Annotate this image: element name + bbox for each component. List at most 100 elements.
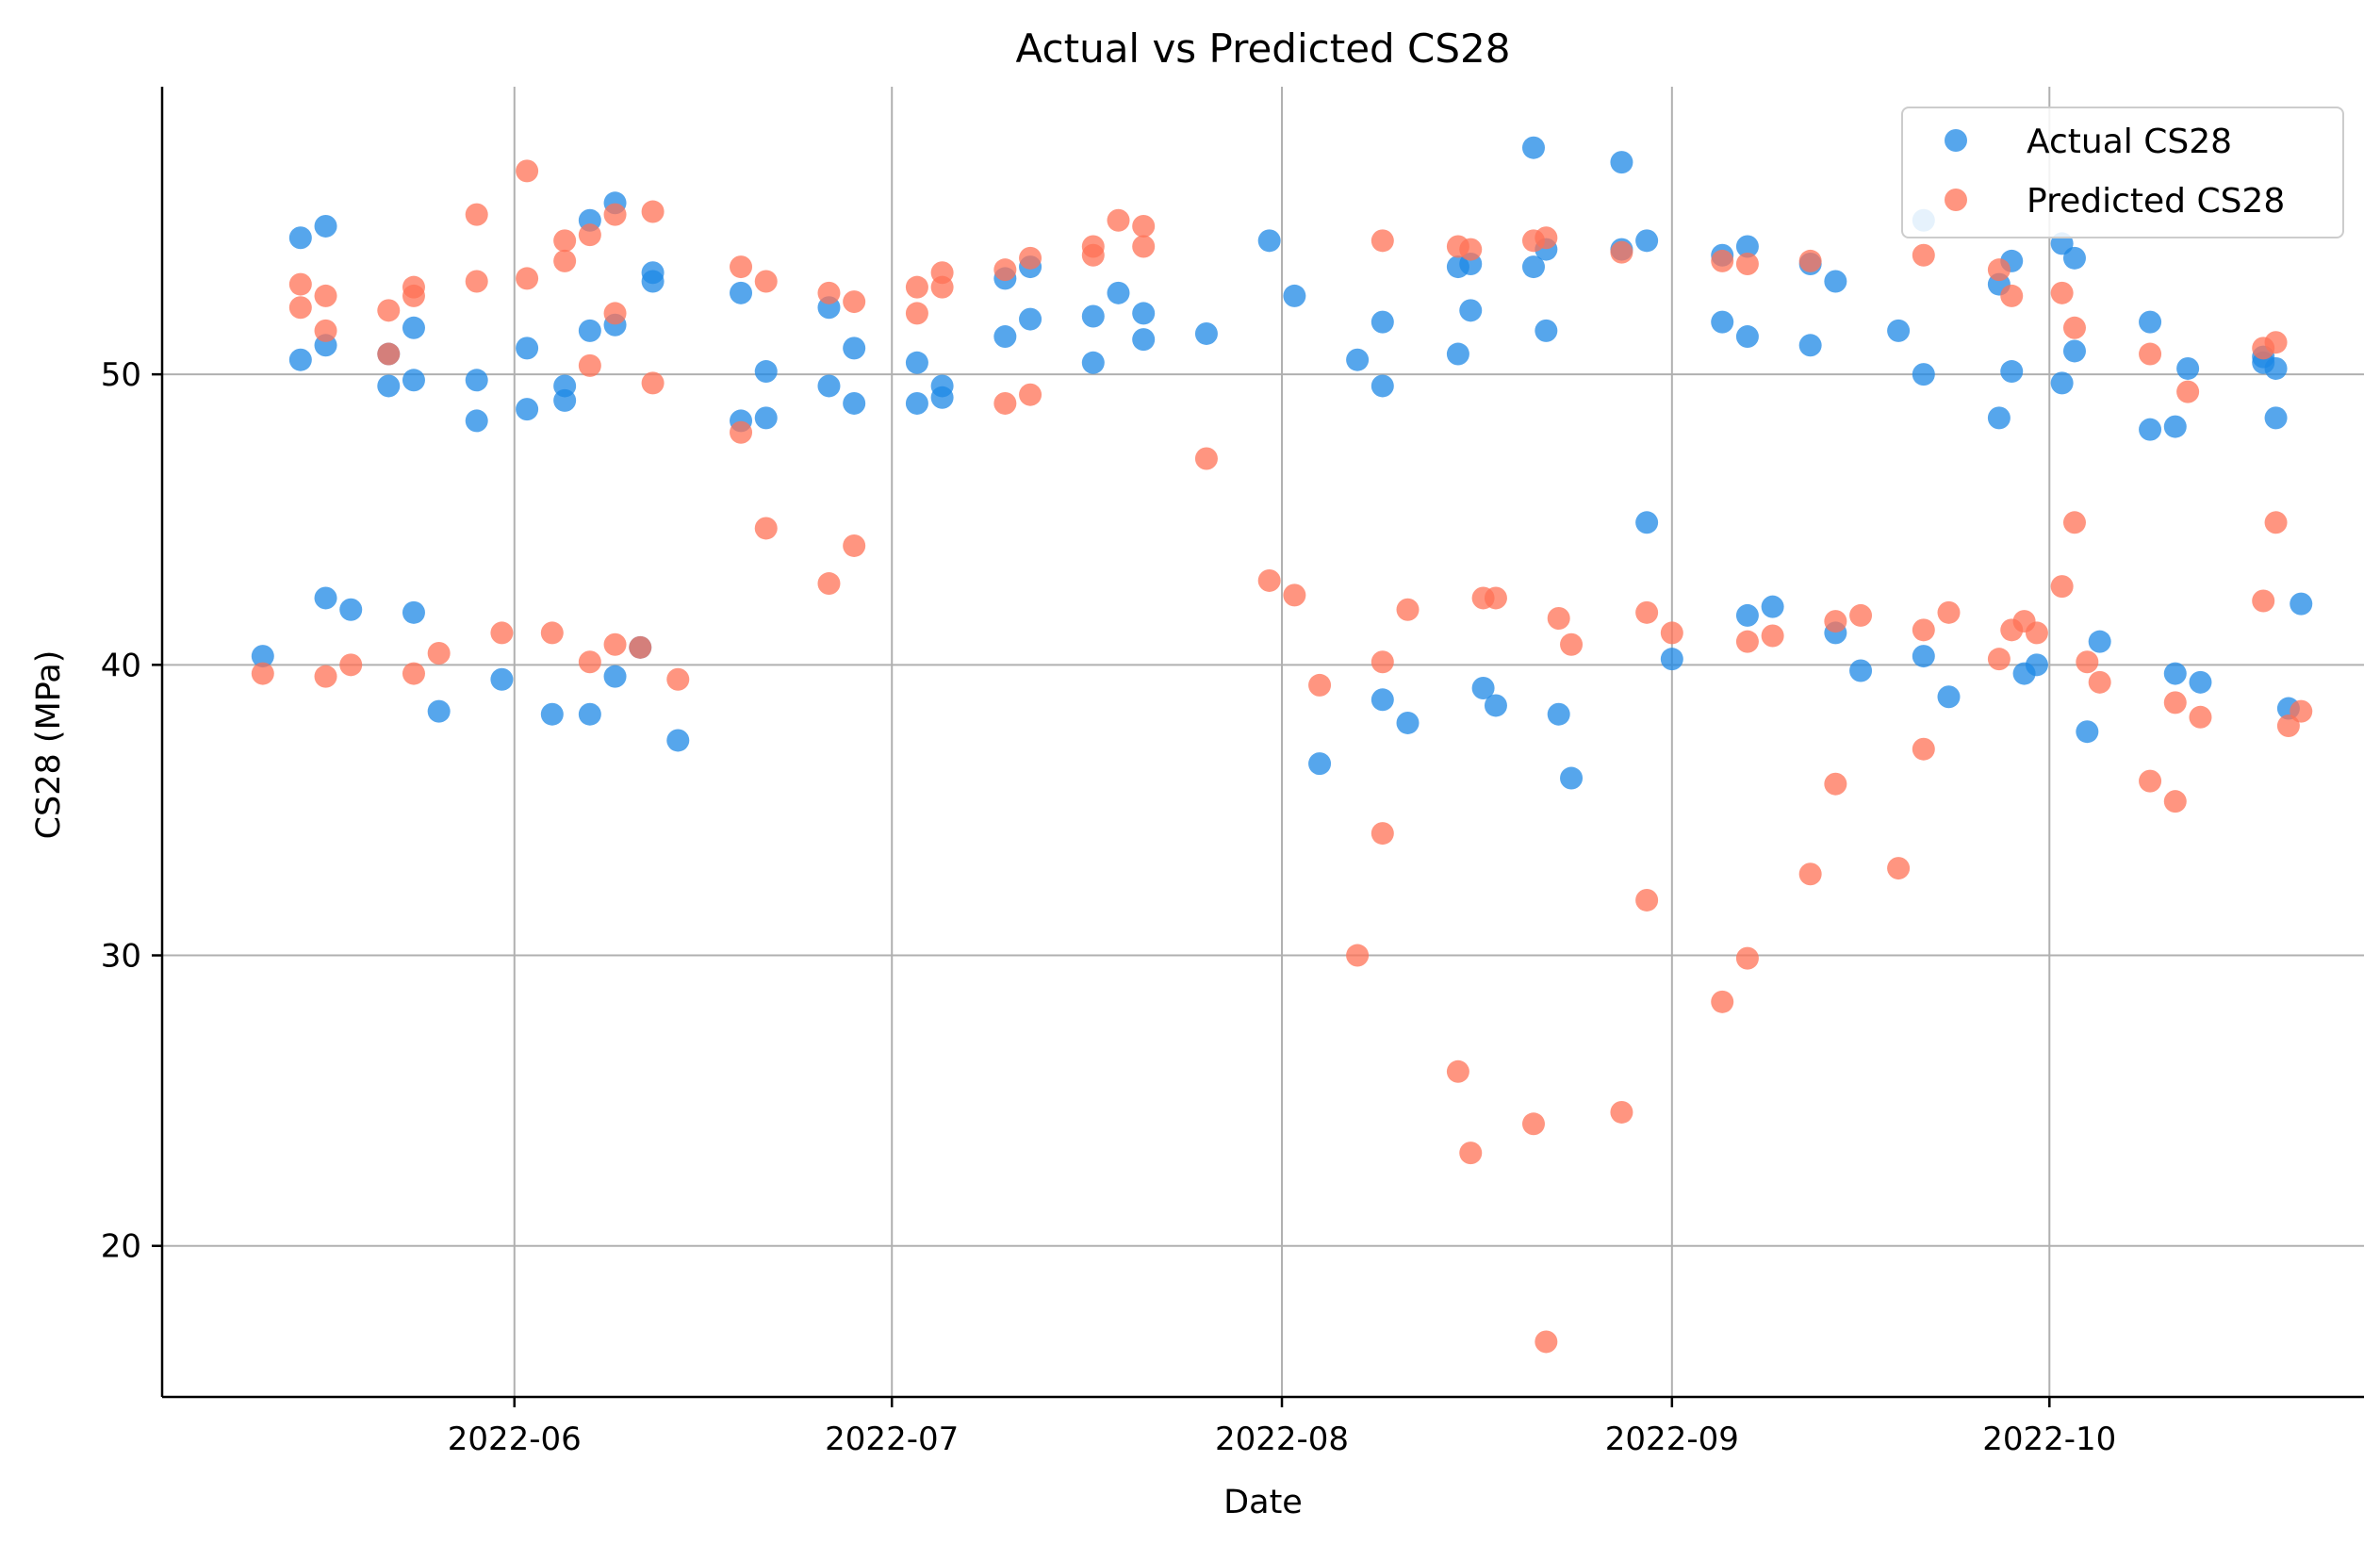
- predicted-point: [603, 203, 627, 226]
- actual-point: [2163, 415, 2187, 438]
- predicted-point: [1711, 249, 1734, 272]
- actual-point: [754, 406, 778, 430]
- actual-point: [2290, 592, 2313, 616]
- actual-point: [603, 665, 627, 688]
- actual-point: [2000, 360, 2024, 384]
- actual-point: [1912, 363, 1935, 386]
- predicted-point: [2252, 589, 2275, 613]
- actual-point: [2062, 339, 2086, 363]
- predicted-point: [1937, 600, 1961, 624]
- legend-box: [1901, 107, 2344, 238]
- predicted-point: [2290, 699, 2313, 723]
- actual-point: [402, 316, 425, 339]
- predicted-point: [930, 275, 954, 299]
- actual-point: [1937, 685, 1961, 709]
- predicted-point: [2076, 650, 2099, 674]
- predicted-point: [402, 284, 425, 307]
- actual-point: [1194, 321, 1218, 345]
- actual-point: [516, 398, 539, 421]
- actual-point: [843, 337, 866, 360]
- predicted-point: [1660, 621, 1683, 645]
- legend-marker-actual: [1945, 129, 1967, 152]
- predicted-point: [1257, 568, 1281, 592]
- actual-point: [251, 645, 274, 668]
- legend-marker-predicted: [1945, 189, 1967, 211]
- predicted-point: [2189, 705, 2212, 729]
- predicted-point: [1132, 214, 1156, 238]
- actual-point: [2076, 720, 2099, 744]
- data-points: [251, 136, 2313, 1354]
- predicted-point: [1081, 243, 1105, 267]
- predicted-point: [578, 650, 601, 674]
- predicted-point: [817, 281, 841, 304]
- predicted-point: [2025, 621, 2048, 645]
- predicted-point: [754, 517, 778, 540]
- predicted-point: [1132, 235, 1156, 258]
- actual-point: [1081, 351, 1105, 374]
- actual-point: [1711, 310, 1734, 334]
- actual-point: [578, 702, 601, 726]
- predicted-point: [2139, 769, 2162, 793]
- actual-point: [314, 586, 337, 610]
- legend: Actual CS28 Predicted CS28: [1901, 107, 2344, 238]
- predicted-point: [2163, 691, 2187, 715]
- predicted-point: [553, 249, 577, 272]
- actual-point: [314, 214, 337, 238]
- predicted-point: [2050, 575, 2074, 599]
- actual-point: [1535, 319, 1558, 342]
- actual-point: [490, 667, 514, 691]
- predicted-point: [1761, 624, 1784, 648]
- series-predicted: [251, 159, 2313, 1354]
- predicted-point: [1396, 598, 1420, 621]
- predicted-point: [288, 296, 312, 320]
- predicted-point: [641, 371, 665, 395]
- actual-point: [2264, 356, 2288, 380]
- predicted-point: [1346, 944, 1370, 967]
- y-axis-title: CS28 (MPa): [30, 650, 68, 840]
- predicted-point: [1019, 383, 1042, 406]
- actual-point: [1484, 694, 1507, 717]
- actual-point: [754, 360, 778, 384]
- actual-point: [1912, 645, 1935, 668]
- predicted-point: [2139, 342, 2162, 366]
- predicted-point: [1459, 238, 1483, 261]
- predicted-point: [1019, 246, 1042, 270]
- predicted-point: [905, 275, 928, 299]
- predicted-point: [339, 653, 363, 677]
- actual-point: [905, 351, 928, 374]
- predicted-point: [2050, 281, 2074, 304]
- predicted-point: [1560, 632, 1584, 656]
- predicted-point: [377, 299, 401, 322]
- actual-point: [1660, 648, 1683, 671]
- actual-point: [553, 388, 577, 412]
- predicted-point: [2163, 790, 2187, 813]
- predicted-point: [2264, 511, 2288, 534]
- predicted-point: [314, 284, 337, 307]
- actual-point: [288, 348, 312, 371]
- predicted-point: [465, 270, 488, 293]
- actual-point: [516, 337, 539, 360]
- predicted-point: [843, 534, 866, 557]
- predicted-point: [1987, 648, 2011, 671]
- actual-point: [1081, 304, 1105, 328]
- predicted-point: [1912, 243, 1935, 267]
- predicted-point: [1371, 650, 1394, 674]
- predicted-point: [251, 662, 274, 685]
- actual-point: [578, 319, 601, 342]
- actual-point: [843, 391, 866, 415]
- x-ticks: 2022-06 2022-07 2022-08 2022-09 2022-10: [448, 1397, 2116, 1458]
- x-tick-label: 2022-07: [825, 1421, 959, 1458]
- actual-point: [905, 391, 928, 415]
- y-tick-label: 30: [101, 938, 141, 976]
- x-tick-label: 2022-09: [1605, 1421, 1739, 1458]
- predicted-point: [465, 203, 488, 226]
- actual-point: [1471, 676, 1495, 699]
- actual-point: [930, 386, 954, 409]
- actual-point: [1761, 595, 1784, 618]
- actual-point: [1107, 281, 1130, 304]
- predicted-point: [1849, 603, 1873, 627]
- y-tick-label: 50: [101, 356, 141, 394]
- actual-point: [817, 374, 841, 398]
- predicted-point: [314, 319, 337, 342]
- predicted-point: [2062, 316, 2086, 339]
